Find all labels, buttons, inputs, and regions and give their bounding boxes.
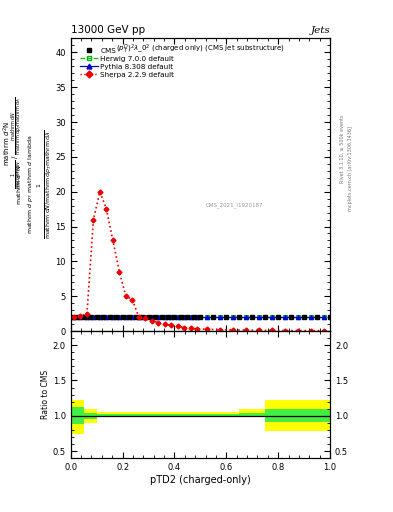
Text: $(p_T^D)^2\lambda\_0^2$ (charged only) (CMS jet substructure): $(p_T^D)^2\lambda\_0^2$ (charged only) (… [116,43,285,56]
Y-axis label: mathrm $d^2$N
mathrm $d$ $p_T$ mathrm $d$ lambda
1
$\overline{\mathrm{mathrm\,d}: mathrm $d^2$N mathrm $d$ $p_T$ mathrm $d… [15,130,54,239]
Legend: CMS, Herwig 7.0.0 default, Pythia 8.308 default, Sherpa 2.2.9 default: CMS, Herwig 7.0.0 default, Pythia 8.308 … [79,48,174,77]
Text: Rivet 3.1.10, ≥ 500k events: Rivet 3.1.10, ≥ 500k events [340,114,345,183]
Text: $\frac{1}{\mathrm{mathrm\,d}N}$ / $\frac{\mathrm{mathrm\,d}N}{\mathrm{mathrm\,d}: $\frac{1}{\mathrm{mathrm\,d}N}$ / $\frac… [10,97,25,189]
Text: CMS_2021_I1920187: CMS_2021_I1920187 [206,202,263,208]
Text: Jets: Jets [310,26,330,35]
Y-axis label: Ratio to CMS: Ratio to CMS [41,370,50,419]
Text: mathrm $d^2$N: mathrm $d^2$N [2,121,13,166]
Text: 13000 GeV pp: 13000 GeV pp [71,25,145,35]
X-axis label: pTD2 (charged-only): pTD2 (charged-only) [150,475,251,485]
Text: mcplots.cern.ch [arXiv:1306.3436]: mcplots.cern.ch [arXiv:1306.3436] [348,126,353,211]
